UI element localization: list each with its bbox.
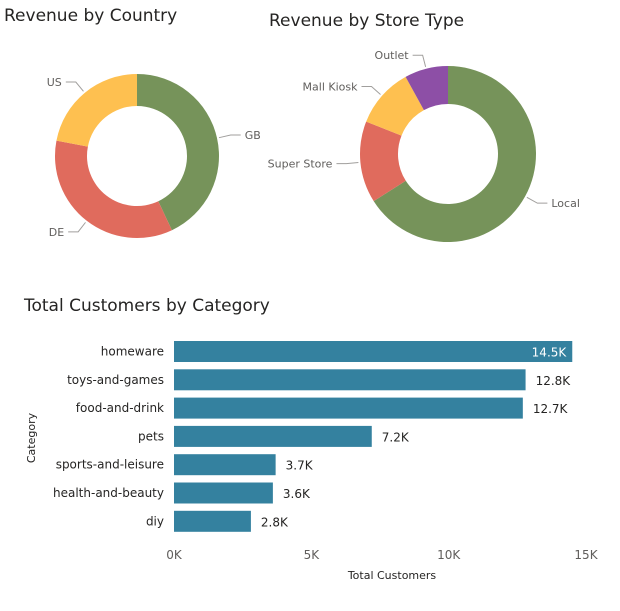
data-label-toys-and-games: 12.8K	[536, 374, 572, 388]
leader-line-local	[526, 196, 548, 204]
x-axis-title: Total Customers	[347, 569, 437, 582]
bar-food-and-drink[interactable]	[174, 397, 523, 419]
chart-title-revenue-by-store-type: Revenue by Store Type	[269, 11, 465, 31]
category-label-toys-and-games: toys-and-games	[67, 373, 164, 387]
donut-slice-mall-kiosk[interactable]	[366, 76, 424, 136]
leader-line-de	[68, 222, 86, 233]
donut-slice-super-store[interactable]	[360, 121, 406, 202]
data-label-homeware: 14.5K	[532, 346, 568, 360]
bar-toys-and-games[interactable]	[174, 369, 526, 391]
donut-slice-gb[interactable]	[137, 74, 219, 231]
leader-line-super-store	[336, 161, 359, 165]
chart-title-total-customers-by-category: Total Customers by Category	[24, 296, 270, 316]
x-tick-label-0k: 0K	[166, 548, 183, 562]
donut-slice-outlet[interactable]	[405, 66, 448, 111]
data-label-food-and-drink: 12.7K	[533, 402, 569, 416]
category-label-food-and-drink: food-and-drink	[76, 401, 164, 415]
leader-line-gb	[218, 134, 241, 139]
slice-label-local: Local	[551, 197, 580, 210]
x-tick-label-15k: 15K	[574, 548, 598, 562]
data-label-diy: 2.8K	[261, 515, 289, 529]
donut-chart-revenue-by-store-type: Local Super Store Mall Kiosk Outlet	[268, 49, 580, 242]
data-label-pets: 7.2K	[382, 430, 410, 444]
chart-title-revenue-by-country: Revenue by Country	[4, 6, 178, 26]
slice-label-super-store: Super Store	[268, 158, 333, 171]
bar-sports-and-leisure[interactable]	[174, 454, 276, 476]
donut-slice-us[interactable]	[56, 74, 137, 147]
bar-chart-total-customers-by-category: homeware 14.5K toys-and-games 12.8K food-and…	[25, 341, 599, 582]
category-label-pets: pets	[138, 429, 164, 443]
category-label-diy: diy	[146, 514, 164, 528]
bar-pets[interactable]	[174, 425, 372, 447]
data-label-sports-and-leisure: 3.7K	[286, 459, 314, 473]
leader-line-us	[65, 81, 84, 92]
slice-label-outlet: Outlet	[375, 49, 410, 62]
bar-health-and-beauty[interactable]	[174, 482, 273, 504]
leader-line-mall-kiosk	[361, 86, 381, 95]
x-tick-label-5k: 5K	[304, 548, 321, 562]
slice-label-gb: GB	[245, 129, 261, 142]
slice-label-mall-kiosk: Mall Kiosk	[303, 81, 359, 94]
donut-slice-local[interactable]	[373, 66, 536, 242]
donut-chart-revenue-by-country: GB DE US	[47, 74, 261, 239]
bar-diy[interactable]	[174, 510, 251, 532]
category-label-homeware: homeware	[101, 345, 164, 359]
data-label-health-and-beauty: 3.6K	[283, 487, 311, 501]
x-tick-label-10k: 10K	[437, 548, 461, 562]
bar-homeware[interactable]	[174, 341, 573, 362]
leader-line-outlet	[412, 54, 427, 67]
category-label-health-and-beauty: health-and-beauty	[53, 486, 164, 500]
slice-label-us: US	[47, 76, 62, 89]
y-axis-title: Category	[25, 412, 38, 463]
category-label-sports-and-leisure: sports-and-leisure	[56, 458, 164, 472]
donut-slice-de[interactable]	[54, 140, 172, 238]
slice-label-de: DE	[49, 226, 64, 239]
